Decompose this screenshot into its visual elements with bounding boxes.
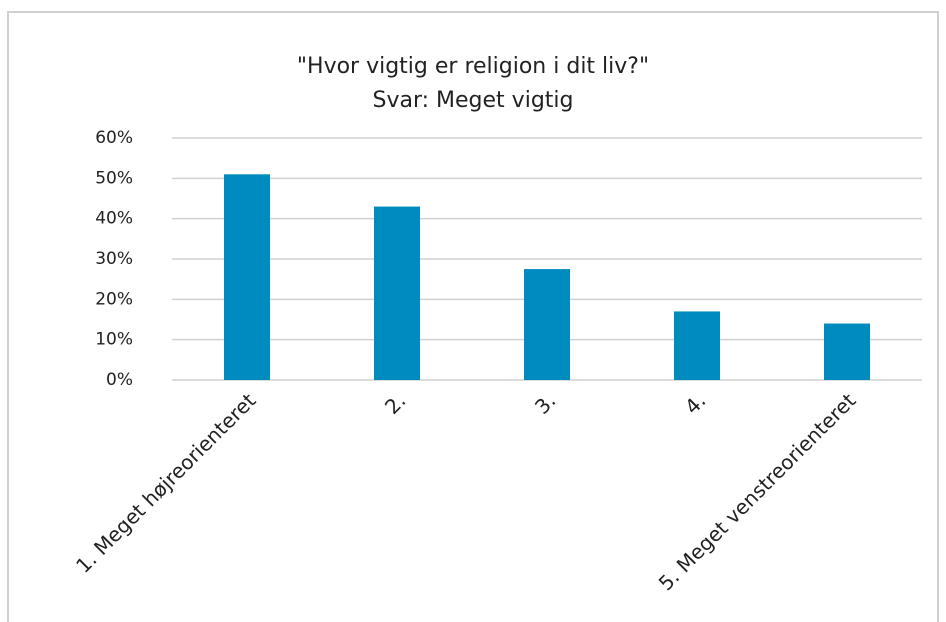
bar <box>224 174 270 380</box>
chart-title: "Hvor vigtig er religion i dit liv?" <box>297 54 649 79</box>
y-tick-label: 10% <box>95 330 133 350</box>
x-tick-label: 1. Meget højreorienteret <box>71 388 260 577</box>
y-tick-label: 0% <box>106 370 133 390</box>
x-tick-label: 3. <box>530 388 560 418</box>
bar <box>674 311 720 380</box>
y-tick-label: 20% <box>95 289 133 309</box>
x-tick-label: 2. <box>380 388 410 418</box>
bar <box>824 323 870 380</box>
y-tick-label: 30% <box>95 249 133 269</box>
chart-subtitle: Svar: Meget vigtig <box>373 88 574 113</box>
x-tick-label: 4. <box>680 388 710 418</box>
y-tick-label: 40% <box>95 209 133 229</box>
bar <box>524 269 570 380</box>
y-tick-label: 50% <box>95 168 133 188</box>
chart-border <box>7 11 939 622</box>
y-tick-label: 60% <box>95 128 133 148</box>
x-tick-label: 5. Meget venstreorienteret <box>654 388 861 595</box>
bar <box>374 206 420 380</box>
